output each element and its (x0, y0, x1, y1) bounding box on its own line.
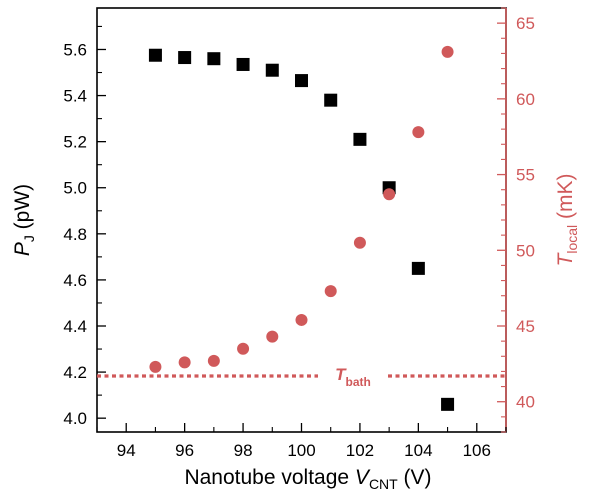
x-tick-label: 100 (287, 441, 315, 460)
x-axis-label-main: Nanotube voltage (184, 466, 354, 489)
pj-square-point (411, 261, 425, 275)
y-left-tick-label: 5.0 (63, 179, 87, 198)
pj-square-point (353, 132, 367, 146)
y-left-axis-label: PJ (pW) (11, 184, 37, 256)
pj-square-point (148, 48, 162, 62)
y-right-tick-label: 45 (516, 317, 535, 336)
reference-line-label-sub: bath (346, 375, 371, 389)
pj-square-point (178, 51, 192, 65)
y-right-axis-ticks: 40 45 50 55 60 65 (497, 7, 535, 433)
x-tick-label: 98 (234, 441, 253, 460)
y-right-tick-label: 65 (516, 14, 535, 33)
x-axis-label-sub: CNT (369, 476, 398, 492)
y-left-label-symbol: P (11, 242, 34, 256)
tlocal-circle-point (353, 236, 366, 249)
x-axis-label-symbol: V (355, 466, 371, 489)
x-tick-label: 94 (117, 441, 136, 460)
pj-square-point (441, 397, 455, 411)
x-tick-label: 106 (463, 441, 491, 460)
x-tick-label: 102 (346, 441, 374, 460)
y-left-tick-label: 5.4 (63, 87, 87, 106)
reference-line-label-symbol: T (335, 365, 347, 384)
pj-square-point (207, 52, 221, 66)
y-left-tick-label: 5.2 (63, 133, 87, 152)
tlocal-circle-point (237, 342, 250, 355)
tlocal-circle-point (324, 285, 337, 298)
y-right-tick-label: 40 (516, 393, 535, 412)
y-left-tick-label: 4.6 (63, 271, 87, 290)
y-right-label-sub: local (564, 225, 580, 254)
pj-square-point (236, 57, 250, 71)
y-left-tick-label: 5.6 (63, 40, 87, 59)
pj-square-point (295, 74, 308, 88)
tlocal-circle-point (295, 313, 308, 326)
tlocal-circle-point (383, 188, 396, 201)
tlocal-circle-point (266, 330, 279, 343)
tlocal-circle-point (149, 360, 162, 373)
data-marks (148, 45, 455, 411)
y-left-tick-label: 4.2 (63, 363, 87, 382)
y-left-label-unit: (pW) (11, 184, 34, 235)
reference-line-label: Tbath (335, 365, 371, 389)
y-right-axis-label: Tlocal (mK) (554, 174, 580, 267)
tlocal-circle-point (412, 126, 425, 139)
y-right-tick-label: 55 (516, 166, 535, 185)
pj-square-point (324, 93, 338, 107)
tlocal-circle-point (178, 356, 191, 369)
y-left-tick-label: 4.0 (63, 409, 87, 428)
x-axis-ticks: 94 96 98 100 102 104 106 (96, 423, 507, 460)
tlocal-circle-point (207, 354, 220, 367)
x-axis-label-unit: (V) (398, 466, 432, 489)
x-tick-label: 96 (175, 441, 194, 460)
y-right-tick-label: 50 (516, 241, 535, 260)
y-left-label-sub: J (21, 235, 37, 242)
y-left-axis-ticks: 4.0 4.2 4.4 4.6 4.8 5.0 5.2 5.4 5.6 (63, 25, 106, 428)
tlocal-circle-point (441, 45, 454, 58)
y-left-tick-label: 4.8 (63, 225, 87, 244)
y-left-tick-label: 4.4 (63, 317, 87, 336)
y-right-tick-label: 60 (516, 90, 535, 109)
y-right-label-symbol: T (554, 251, 577, 266)
pj-square-point (265, 63, 279, 77)
x-axis-label: Nanotube voltage VCNT (V) (184, 466, 431, 492)
y-right-label-unit: (mK) (554, 174, 577, 225)
reference-line-group: Tbath (97, 365, 506, 389)
x-tick-label: 104 (404, 441, 432, 460)
